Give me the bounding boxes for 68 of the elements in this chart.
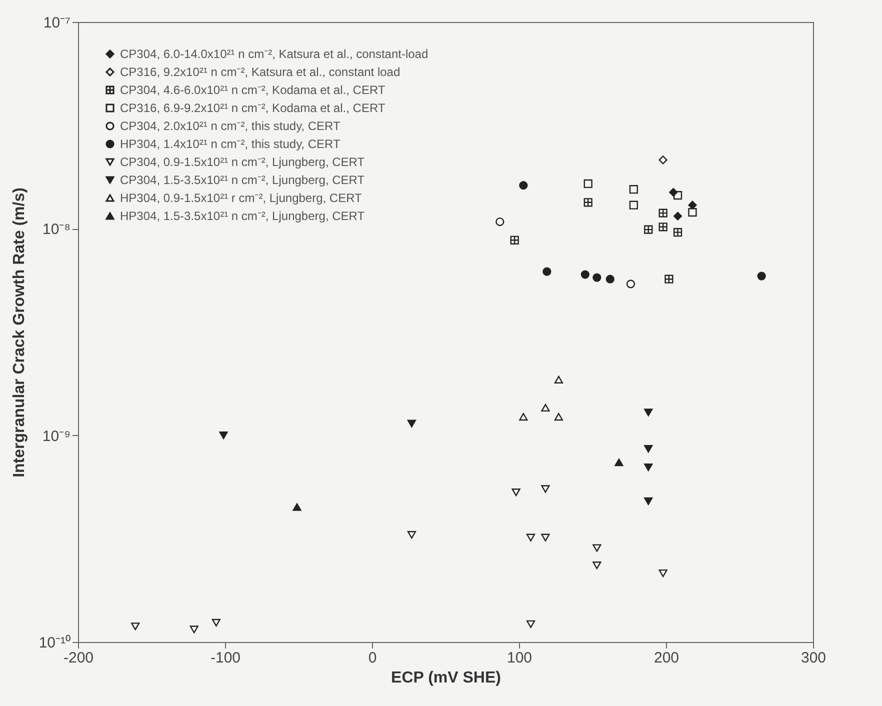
point <box>496 217 504 226</box>
legend-label: CP304, 0.9-1.5x10²¹ n cm⁻², Ljungberg, CERT <box>120 155 366 169</box>
x-tick-label: 100 <box>506 650 532 666</box>
legend-label: CP316, 9.2x10²¹ n cm⁻², Katsura et al., constant load <box>120 65 400 79</box>
point <box>688 208 697 217</box>
y-tick-label: 10⁻¹⁰ <box>38 634 70 652</box>
point <box>629 185 638 194</box>
legend-label: CP304, 6.0-14.0x10²¹ n cm⁻², Katsura et al., constant-load <box>120 47 428 61</box>
point <box>407 420 416 428</box>
point <box>512 488 520 496</box>
point <box>541 404 550 412</box>
point <box>606 274 614 284</box>
point <box>541 485 550 493</box>
point <box>541 534 550 542</box>
point <box>644 225 653 234</box>
point <box>592 544 602 552</box>
x-tick-label: 200 <box>654 650 680 666</box>
legend-label: CP304, 2.0x10²¹ n cm⁻², this study, CERT <box>120 119 341 133</box>
point <box>614 458 624 466</box>
point <box>584 179 592 188</box>
legend-label: HP304, 1.4x10²¹ n cm⁻², this study, CERT <box>120 137 341 151</box>
y-axis-title: Intergranular Crack Growth Rate (m/s) <box>10 188 28 478</box>
point <box>688 200 697 210</box>
y-tick-label: 10⁻⁹ <box>42 428 70 445</box>
point <box>644 445 653 453</box>
y-tick-label: 10⁻⁸ <box>42 221 70 238</box>
point <box>519 412 528 421</box>
point <box>542 267 552 276</box>
point <box>131 622 140 630</box>
point <box>219 432 228 440</box>
point <box>757 272 766 280</box>
point <box>644 408 653 416</box>
point <box>554 412 563 421</box>
point <box>584 198 592 207</box>
point <box>580 270 590 279</box>
legend-label: HP304, 0.9-1.5x10²¹ r cm⁻², Ljungberg, CERT <box>120 191 363 205</box>
legend-label: CP316, 6.9-9.2x10²¹ n cm⁻², Kodama et al., CERT <box>120 101 386 115</box>
x-axis-title: ECP (mV SHE) <box>391 670 501 686</box>
point <box>658 569 668 578</box>
x-tick-label: -200 <box>63 650 94 666</box>
point <box>526 620 536 628</box>
point <box>658 208 668 218</box>
point <box>673 212 682 220</box>
point <box>510 236 519 244</box>
point <box>519 181 528 190</box>
x-tick-label: 0 <box>368 650 377 666</box>
point <box>526 534 536 542</box>
point <box>644 497 653 506</box>
legend-label: CP304, 1.5-3.5x10²¹ n cm⁻², Ljungberg, CERT <box>120 173 366 187</box>
point <box>292 503 302 511</box>
point <box>554 376 563 384</box>
point <box>658 222 668 232</box>
point <box>673 228 682 237</box>
point <box>673 191 682 200</box>
point <box>626 280 636 288</box>
point <box>664 274 674 284</box>
y-tick-label: 10⁻⁷ <box>43 14 70 32</box>
point <box>592 562 602 570</box>
point <box>190 626 198 634</box>
point <box>592 273 602 282</box>
point <box>212 618 220 627</box>
legend-label: HP304, 1.5-3.5x10²¹ n cm⁻², Ljungberg, CERT <box>120 209 366 223</box>
x-tick-label: -100 <box>210 650 241 666</box>
point <box>629 200 638 210</box>
x-tick-label: 300 <box>800 650 826 666</box>
point <box>407 531 416 539</box>
legend-label: CP304, 4.6-6.0x10²¹ n cm⁻², Kodama et al., CERT <box>120 83 386 97</box>
point <box>644 464 653 472</box>
